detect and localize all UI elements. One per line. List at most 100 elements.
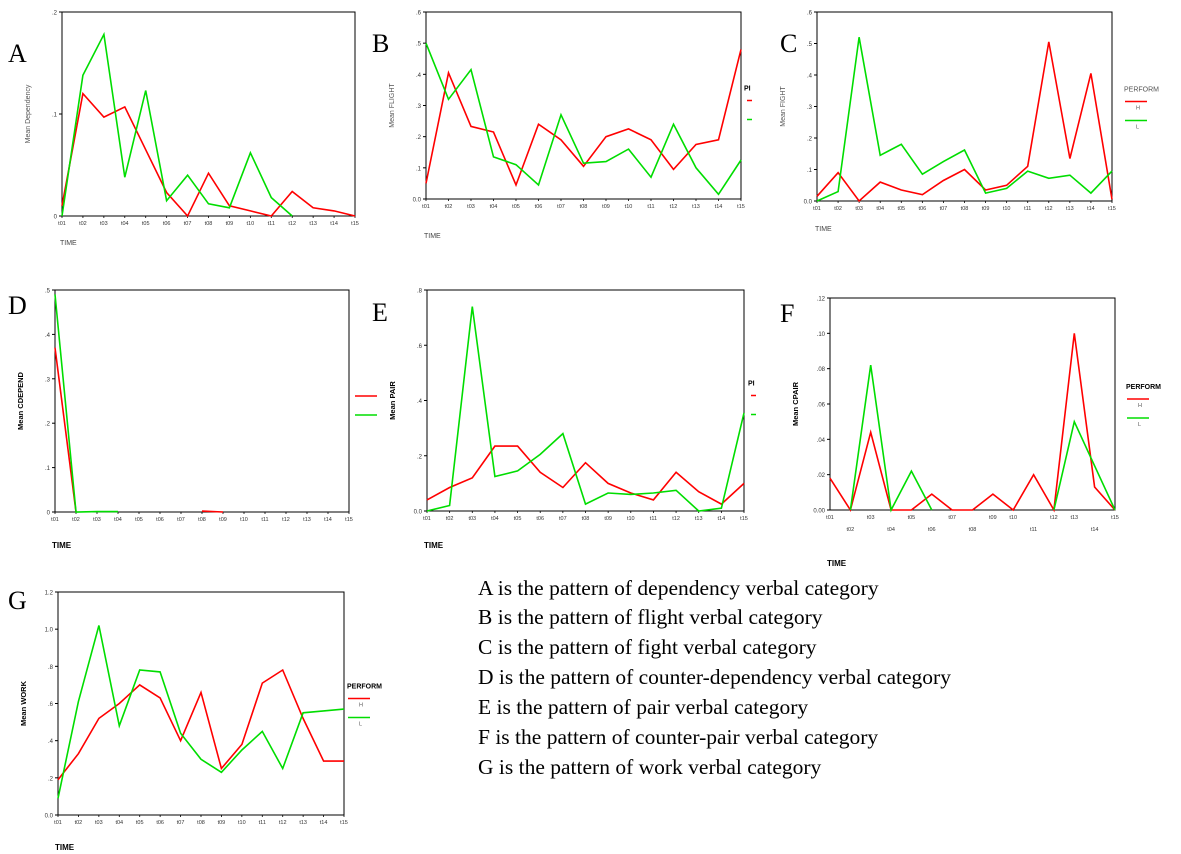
plot-frame [816,11,1113,202]
x-tick-label: t04 [887,527,895,533]
legend-title: PI [748,381,755,388]
x-tick-label: t10 [1003,206,1011,212]
y-tick-label: .02 [817,473,826,479]
chart-b: B 0.0 .1 .2 .3 .4 .5 .6 t01 t02 t03 t04 t05 t06 t07 t08… [372,11,752,240]
x-tick-label: t06 [156,517,164,523]
x-tick-label: t01 [826,515,834,521]
legend-label-l: L [1138,422,1141,428]
x-tick-label: t09 [604,516,612,522]
x-tick-label: t06 [156,820,164,826]
x-tick-label: t01 [58,221,66,227]
x-tick-label: t15 [740,516,748,522]
x-tick-label: t06 [536,516,544,522]
y-axis-label: Mean CDEPEND [16,371,25,430]
chart-e: E 0.0 .2 .4 .6 .8 t01 t02 t03 t04 t05 t06 t07 t08 t09 t… [372,289,756,550]
plot-frame [829,297,1116,511]
x-tick-label: t07 [184,221,192,227]
x-tick-label: t10 [238,820,246,826]
panel-letter: C [780,29,797,58]
y-tick-label: .04 [817,438,826,444]
series-line-l [425,42,742,196]
caption-b: B is the pattern of flight verbal catego… [478,605,823,629]
x-tick-label: t02 [445,204,453,210]
x-tick-label: t01 [54,820,62,826]
x-axis-label: TIME [55,843,75,852]
y-tick-label: .6 [417,344,423,350]
x-tick-label: t10 [625,204,633,210]
series-line-h [201,510,224,513]
y-axis-label: Mean PAIR [388,381,397,420]
plot-frame [61,11,356,217]
y-tick-label: .2 [807,137,813,143]
series-line-l [849,364,933,513]
y-tick-label: .08 [817,367,826,373]
y-tick-label: .8 [48,665,54,671]
x-tick-label: t08 [198,517,206,523]
x-tick-label: t10 [247,221,255,227]
series-line-l [426,306,745,512]
x-tick-label: t11 [261,517,268,523]
y-axis-label: Mean FLIGHT [389,83,396,128]
y-tick-label: 0.0 [414,510,423,516]
series-line-h [54,347,77,513]
x-tick-label: t15 [340,820,348,826]
y-tick-label: 0.0 [45,814,54,820]
y-tick-label: .1 [45,466,51,472]
legend: PI [744,86,752,121]
caption-g: G is the pattern of work verbal category [478,755,822,779]
x-tick-label: t07 [940,206,948,212]
x-tick-label: t14 [324,517,332,523]
legend-label-h: H [1138,403,1142,409]
series-line-l [816,37,1113,202]
x-tick-label: t02 [446,516,454,522]
x-tick-label: t10 [240,517,248,523]
x-tick-label: t13 [303,517,311,523]
y-tick-label: 0.0 [413,198,422,204]
y-tick-label: .5 [416,42,422,48]
legend-label-h: H [1136,106,1140,112]
x-tick-label: t08 [961,206,969,212]
chart-f: F 0.00 .02 .04 .06 .08 .10 .12 t01 t03 t05 t07 t09 t1… [780,297,1161,569]
panel-letter: F [780,299,794,328]
x-tick-label: t03 [93,517,101,523]
y-tick-label: .12 [817,297,826,303]
x-tick-label: t01 [423,516,431,522]
panel-letter: A [8,39,27,68]
x-tick-label: t15 [1108,206,1116,212]
series-line-l [54,294,118,513]
x-tick-label: t09 [989,515,997,521]
series-line-h [57,668,344,781]
y-tick-label: .5 [807,42,813,48]
y-tick-label: .1 [807,168,813,174]
x-tick-label: t03 [95,820,103,826]
y-tick-label: .4 [416,73,422,79]
x-tick-label: t08 [582,516,590,522]
x-tick-label: t12 [1050,515,1058,521]
x-tick-label: t15 [1111,515,1119,521]
y-tick-label: .2 [48,776,54,782]
y-axis-label: Mean CPAIR [791,381,800,426]
x-tick-label: t13 [692,204,700,210]
x-tick-label: t09 [218,820,226,826]
x-tick-label: t07 [177,517,185,523]
x-tick-label: t15 [351,221,359,227]
x-tick-label: t10 [1009,515,1017,521]
series-line-l [57,625,345,799]
y-tick-label: .3 [45,377,51,383]
x-tick-label: t05 [908,515,916,521]
x-tick-label: t08 [197,820,205,826]
caption-f: F is the pattern of counter-pair verbal … [478,725,879,749]
x-tick-label: t10 [627,516,635,522]
x-tick-label: t11 [1024,206,1031,212]
x-tick-label: t08 [969,527,977,533]
y-tick-label: .2 [52,11,58,17]
x-tick-label: t12 [670,204,678,210]
x-tick-label: t04 [114,517,122,523]
y-tick-label: .4 [45,333,51,339]
x-tick-label: t14 [718,516,726,522]
legend-label-l: L [359,722,362,728]
y-tick-label: .6 [416,11,422,17]
y-tick-label: .2 [416,135,422,141]
x-tick-label: t12 [672,516,680,522]
